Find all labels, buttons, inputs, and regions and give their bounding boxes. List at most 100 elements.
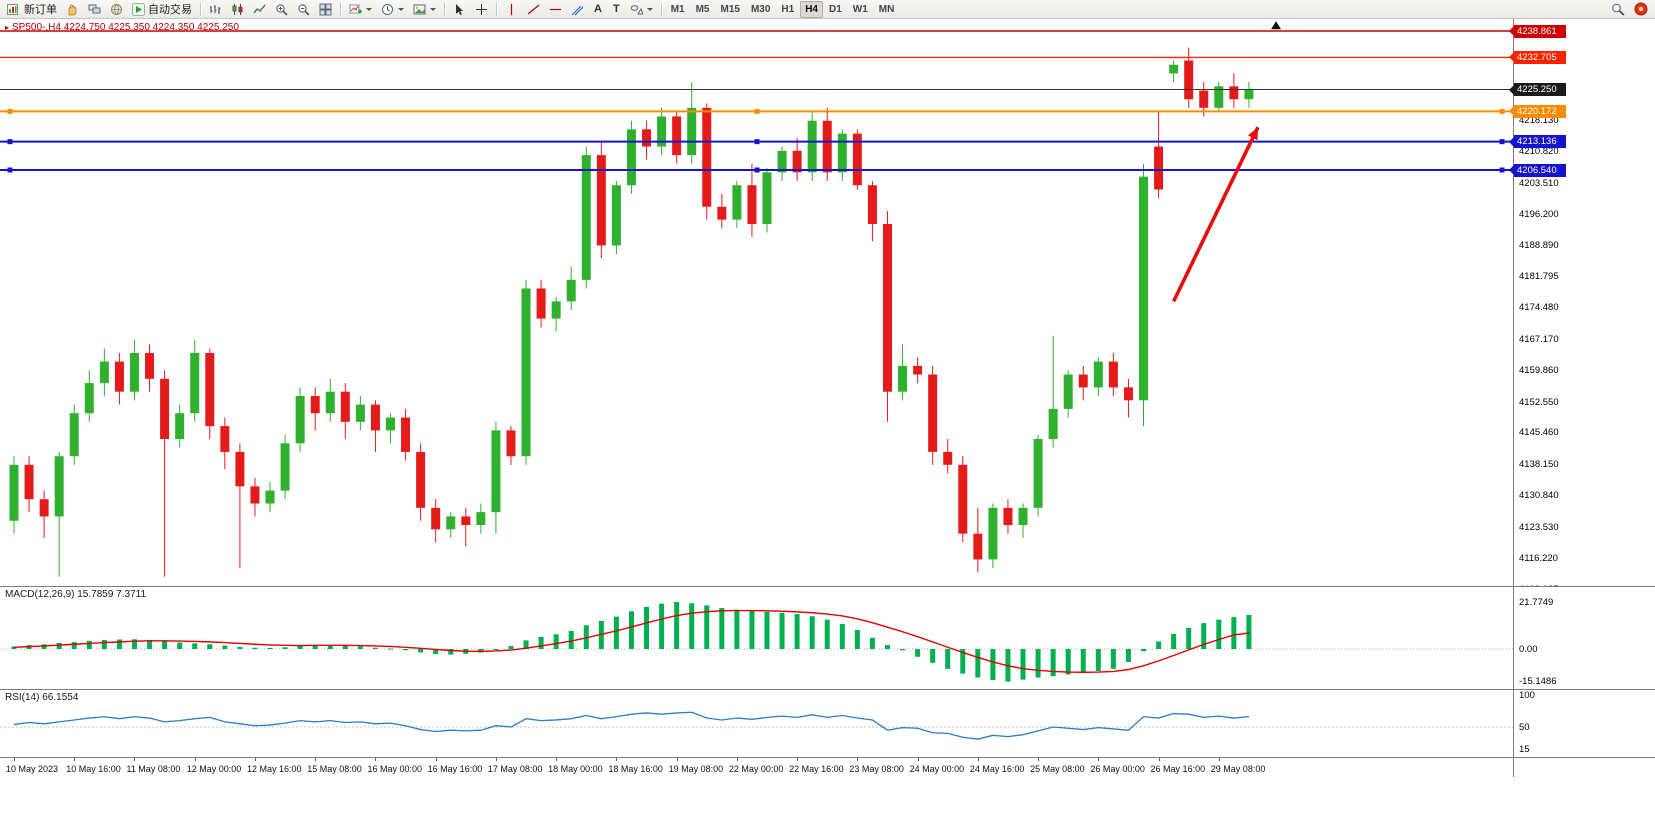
templates-button[interactable] bbox=[409, 1, 440, 18]
chart-title-text: SP500-,H4 4224.750 4225.350 4224.350 422… bbox=[12, 22, 239, 33]
horizontal-lines-layer[interactable] bbox=[0, 30, 1513, 173]
price-tag-pointer bbox=[1509, 52, 1514, 63]
line-chart-icon bbox=[253, 4, 266, 13]
price-axis-label: 4159.860 bbox=[1519, 365, 1559, 377]
rsi-line bbox=[13, 711, 1249, 740]
bar-chart-button[interactable] bbox=[205, 1, 226, 18]
notifications-button[interactable] bbox=[1630, 1, 1652, 18]
time-axis-label: 18 May 16:00 bbox=[608, 764, 663, 774]
vertical-line-icon bbox=[510, 3, 513, 15]
timeframe-button-m1[interactable]: M1 bbox=[670, 3, 685, 15]
periods-button[interactable] bbox=[377, 1, 408, 18]
price-axis-label: 4167.170 bbox=[1519, 333, 1559, 345]
chart-ohlc-readout: ▸ SP500-,H4 4224.750 4225.350 4224.350 4… bbox=[5, 22, 239, 33]
autotrading-label: 自动交易 bbox=[148, 4, 192, 16]
bar-chart-icon bbox=[210, 4, 221, 14]
timeframe-button-m15[interactable]: M15 bbox=[720, 3, 740, 15]
periods-clock-icon bbox=[382, 3, 393, 15]
timeframe-button-m5[interactable]: M5 bbox=[695, 3, 710, 15]
toolbar-separator bbox=[340, 2, 341, 16]
hand-icon bbox=[68, 4, 77, 15]
label-tool-label: T bbox=[612, 3, 620, 15]
chevron-down-icon bbox=[646, 7, 653, 11]
tile-windows-button[interactable] bbox=[315, 1, 336, 18]
autotrading-button[interactable]: 自动交易 bbox=[128, 1, 196, 18]
cursor-tool-button[interactable] bbox=[449, 1, 470, 18]
new-order-button[interactable]: 新订单 bbox=[3, 1, 61, 18]
hand-tool-button[interactable] bbox=[62, 1, 83, 18]
time-axis-label: 10 May 2023 bbox=[6, 764, 59, 774]
community-button[interactable] bbox=[106, 1, 127, 18]
zoom-in-button[interactable] bbox=[271, 1, 292, 18]
time-axis-label: 22 May 00:00 bbox=[728, 764, 784, 774]
rsi-chart-area[interactable]: RSI(14) 66.1554 bbox=[0, 689, 1513, 757]
timeframe-button-h4[interactable]: H4 bbox=[800, 0, 823, 18]
line-handle[interactable] bbox=[1499, 139, 1505, 145]
trendline-icon bbox=[527, 4, 540, 14]
rsi-label: RSI(14) 66.1554 bbox=[5, 692, 79, 703]
zoom-out-button[interactable] bbox=[293, 1, 314, 18]
label-tool-button[interactable]: T bbox=[608, 1, 625, 18]
shapes-tool-button[interactable] bbox=[626, 1, 657, 18]
main-chart-panel: ▸ SP500-,H4 4224.750 4225.350 4224.350 4… bbox=[0, 19, 1655, 595]
arrow-annotation bbox=[1171, 126, 1260, 303]
price-chart-area[interactable]: ▸ SP500-,H4 4224.750 4225.350 4224.350 4… bbox=[0, 19, 1513, 586]
notification-badge-icon bbox=[1634, 2, 1648, 16]
timeframe-button-m30[interactable]: M30 bbox=[750, 3, 771, 15]
new-chart-button[interactable] bbox=[345, 1, 376, 18]
time-tick bbox=[435, 758, 437, 761]
timeframe-button-w1[interactable]: W1 bbox=[852, 3, 868, 15]
toolbar-separator bbox=[444, 2, 445, 16]
monitors-icon bbox=[88, 4, 101, 13]
time-axis-label: 12 May 00:00 bbox=[186, 764, 242, 774]
trendline-tool-button[interactable] bbox=[523, 1, 544, 18]
time-axis-label: 15 May 08:00 bbox=[307, 764, 362, 774]
time-tick bbox=[736, 758, 738, 761]
search-button[interactable] bbox=[1607, 1, 1629, 18]
candles-layer bbox=[9, 47, 1254, 577]
toolbar-separator bbox=[660, 2, 662, 16]
time-axis-label: 17 May 08:00 bbox=[487, 764, 543, 774]
windows-button[interactable] bbox=[84, 1, 105, 18]
price-axis[interactable]: 4218.130 4210.820 4203.510 4196.200 4188.890… bbox=[1509, 19, 1655, 595]
timeframe-button-mn[interactable]: MN bbox=[878, 3, 895, 15]
main-price-chart[interactable] bbox=[0, 19, 1513, 586]
line-handle[interactable] bbox=[754, 167, 760, 173]
time-axis[interactable]: 10 May 2023 10 May 16:00 11 May 08:00 12 Ma… bbox=[0, 757, 1513, 777]
search-icon bbox=[1612, 3, 1625, 16]
line-handle[interactable] bbox=[7, 139, 13, 145]
macd-label: MACD(12,26,9) 15.7859 7.3711 bbox=[5, 589, 147, 600]
line-handle[interactable] bbox=[7, 108, 13, 114]
cursor-icon bbox=[456, 3, 463, 15]
line-handle[interactable] bbox=[754, 139, 760, 145]
crosshair-tool-button[interactable] bbox=[471, 1, 492, 18]
line-handle[interactable] bbox=[7, 167, 13, 173]
line-chart-button[interactable] bbox=[249, 1, 270, 18]
time-axis-label: 19 May 08:00 bbox=[668, 764, 724, 774]
price-tag-pointer bbox=[1509, 106, 1514, 117]
price-axis-label: 4145.460 bbox=[1519, 427, 1559, 439]
horizontal-line-tool-button[interactable] bbox=[545, 1, 566, 18]
timeframe-button-h1[interactable]: H1 bbox=[781, 3, 795, 15]
time-axis-label: 24 May 16:00 bbox=[969, 764, 1025, 774]
annotations-layer[interactable] bbox=[1171, 21, 1282, 303]
macd-chart-area[interactable]: MACD(12,26,9) 15.7859 7.3711 bbox=[0, 586, 1513, 689]
macd-panel-chart[interactable] bbox=[0, 587, 1513, 689]
line-handle[interactable] bbox=[754, 108, 760, 114]
time-axis-label: 10 May 16:00 bbox=[66, 764, 121, 774]
time-axis-label: 11 May 08:00 bbox=[126, 764, 181, 774]
vertical-line-tool-button[interactable] bbox=[501, 1, 522, 18]
price-tag-pointer bbox=[1509, 136, 1514, 147]
timeframe-button-d1[interactable]: D1 bbox=[829, 3, 842, 15]
time-tick bbox=[315, 758, 317, 761]
arrow-head bbox=[1248, 127, 1258, 141]
rsi-panel-chart[interactable] bbox=[0, 690, 1513, 757]
time-tick bbox=[74, 758, 76, 761]
candlestick-chart-button[interactable] bbox=[227, 1, 248, 18]
time-tick bbox=[1218, 758, 1220, 761]
line-handle[interactable] bbox=[1499, 108, 1505, 114]
channel-tool-button[interactable] bbox=[567, 1, 588, 18]
candlestick-chart-icon bbox=[232, 3, 243, 15]
text-tool-button[interactable]: A bbox=[589, 1, 607, 18]
line-handle[interactable] bbox=[1499, 167, 1505, 173]
